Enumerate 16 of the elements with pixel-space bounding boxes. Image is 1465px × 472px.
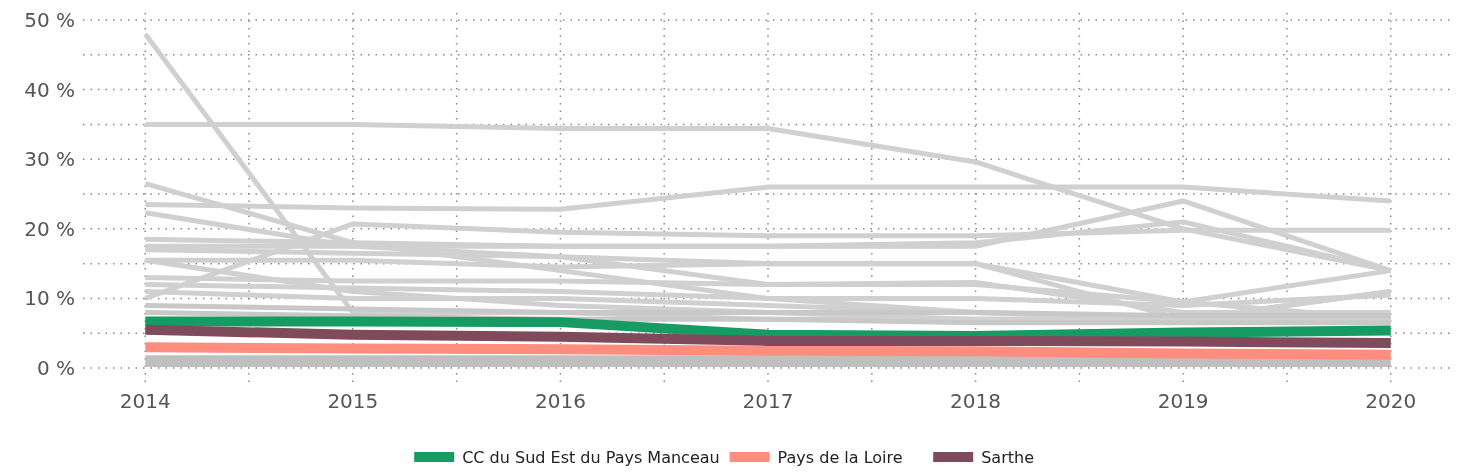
legend-label: CC du Sud Est du Pays Manceau bbox=[462, 447, 720, 467]
x-tick-label: 2020 bbox=[1365, 389, 1417, 413]
y-tick-label: 30 % bbox=[24, 147, 75, 172]
x-tick-label: 2019 bbox=[1157, 389, 1209, 413]
y-tick-label: 0 % bbox=[36, 356, 75, 381]
y-tick-label: 40 % bbox=[24, 77, 75, 102]
x-tick-label: 2017 bbox=[742, 389, 794, 413]
x-tick-label: 2015 bbox=[327, 389, 379, 413]
legend-label: Sarthe bbox=[981, 447, 1034, 467]
x-tick-label: 2018 bbox=[950, 389, 1002, 413]
y-tick-label: 10 % bbox=[24, 286, 75, 311]
y-tick-label: 20 % bbox=[24, 216, 75, 241]
x-tick-label: 2014 bbox=[119, 389, 171, 413]
y-tick-label: 50 % bbox=[24, 7, 75, 32]
x-tick-label: 2016 bbox=[534, 389, 586, 413]
legend-label: Pays de la Loire bbox=[777, 447, 903, 467]
